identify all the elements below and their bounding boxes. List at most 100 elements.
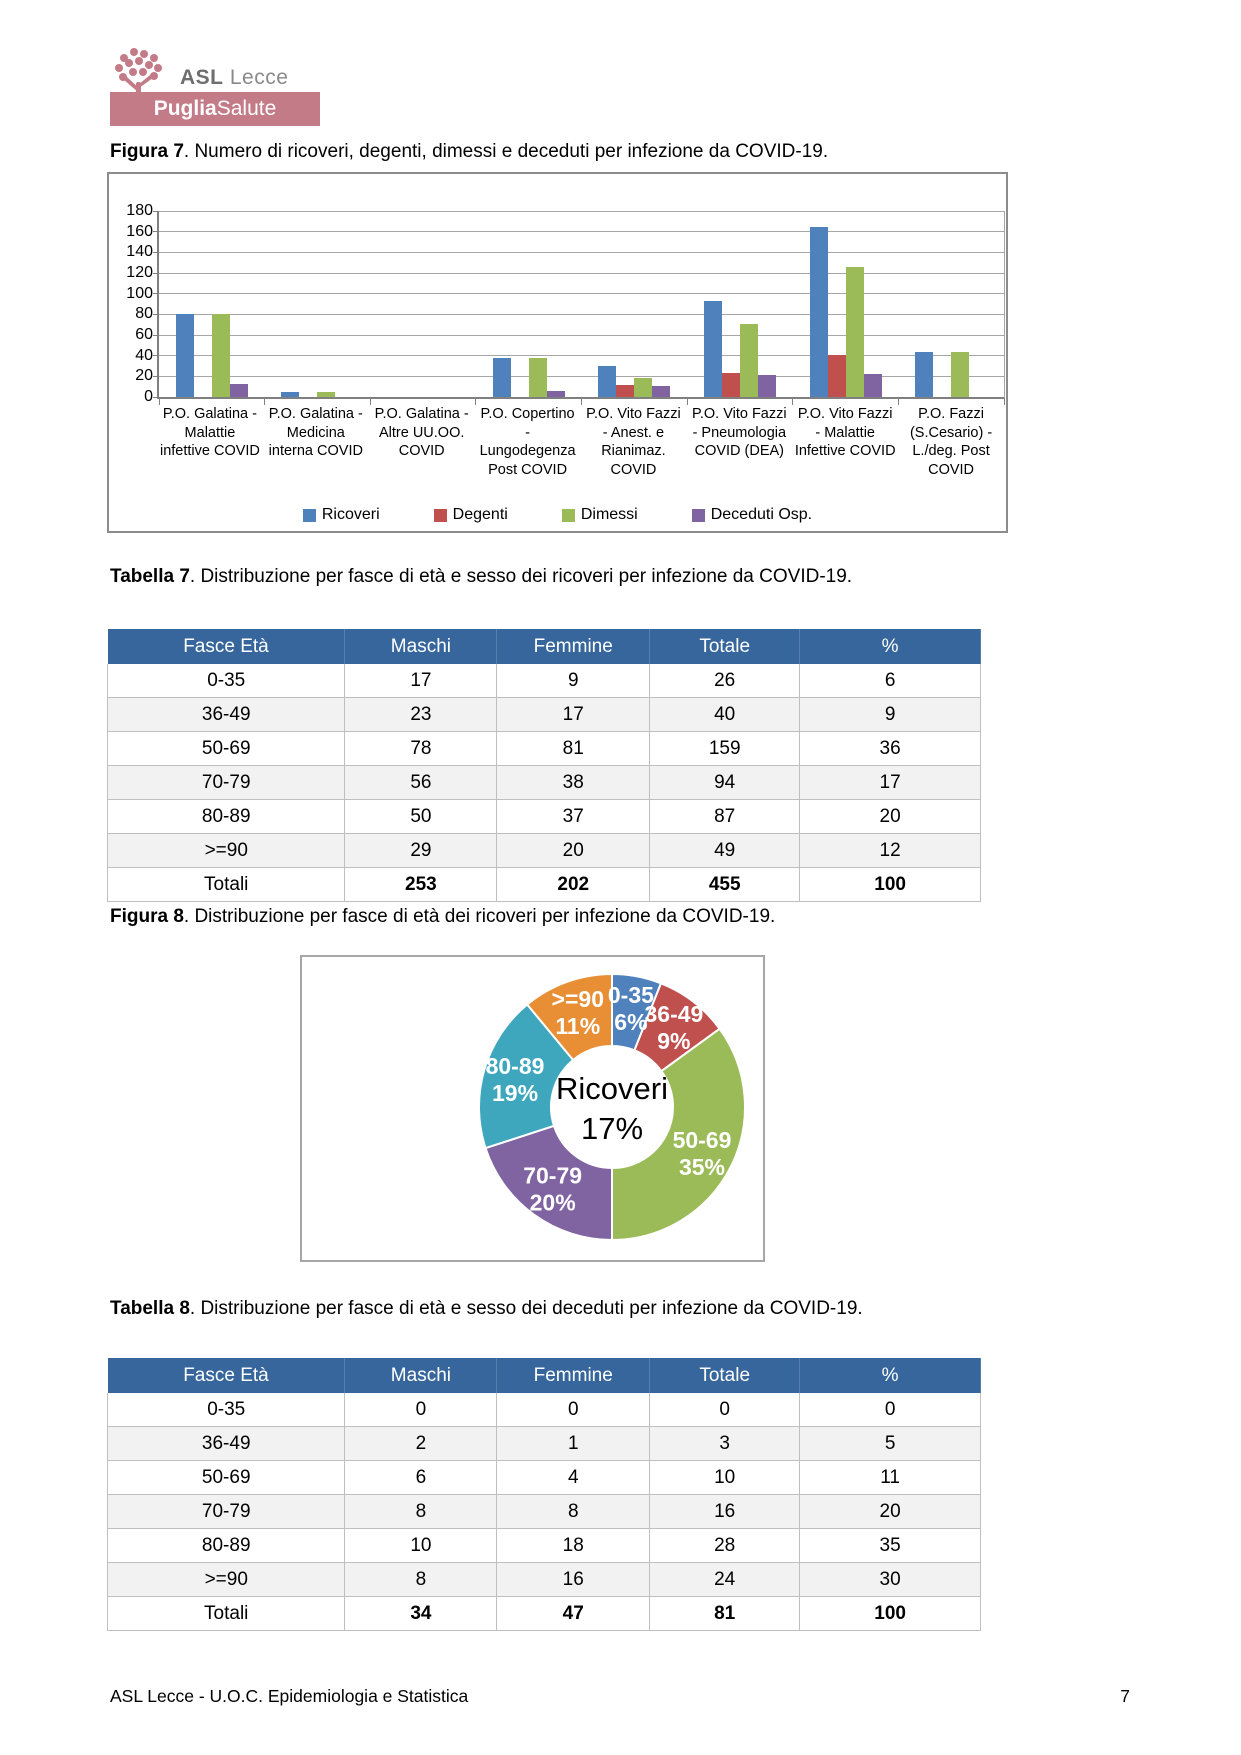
category-label: P.O. Galatina - Altre UU.OO. COVID — [374, 406, 469, 460]
legend-swatch — [302, 508, 316, 522]
table-cell: 70-79 — [106, 1494, 346, 1529]
table-row: 36-49 2 1 3 5 — [106, 1426, 981, 1461]
table-row: 36-49 23 17 40 9 — [106, 697, 981, 732]
table-cell: 16 — [649, 1494, 801, 1529]
logo-org-name: ASL Lecce — [180, 66, 289, 89]
y-axis-tick-label: 60 — [135, 326, 153, 343]
table-cell: 87 — [649, 799, 801, 834]
table-row: >=90 8 16 24 30 — [106, 1562, 981, 1597]
table-cell: 12 — [799, 833, 981, 868]
table-cell: 8 — [344, 1562, 498, 1597]
table-cell: 17 — [496, 697, 651, 732]
table-cell: 50-69 — [106, 1460, 346, 1495]
table-cell: >=90 — [106, 1562, 346, 1597]
y-axis-tick-label: 120 — [126, 264, 153, 281]
donut-slice-label: 70-79 20% — [523, 1163, 582, 1216]
table-cell: 94 — [649, 765, 801, 800]
table-total-row: Totali 34 47 81 100 — [106, 1596, 981, 1631]
x-axis-tick — [686, 399, 688, 405]
donut-slice-50-69 — [611, 1027, 746, 1242]
bar-ricoveri — [915, 351, 934, 397]
column-header: Totale — [649, 629, 801, 664]
table-cell: 30 — [799, 1562, 981, 1597]
tree-icon — [115, 48, 162, 112]
bar-degenti — [721, 373, 740, 397]
table-header: Fasce Età Maschi Femmine Totale% — [107, 1358, 981, 1393]
gridline — [159, 334, 1004, 336]
gridline — [159, 313, 1004, 315]
table-cell: 0-35 — [106, 664, 346, 698]
legend-label: Degenti — [452, 506, 508, 523]
table-cell: 50-69 — [106, 731, 346, 766]
table-cell: 36-49 — [106, 697, 346, 732]
category-label: P.O. Galatina - Medicina interna COVID — [268, 406, 363, 460]
category-label: P.O. Copertino - Lungodegenza Post COVID — [479, 406, 576, 478]
table-cell: 2 — [344, 1426, 498, 1461]
x-axis-tick — [581, 399, 582, 405]
table-cell: 81 — [496, 731, 651, 766]
legend-swatch — [691, 508, 705, 522]
bar-degenti — [827, 354, 846, 397]
x-axis-tick — [897, 399, 899, 405]
column-header: Maschi — [344, 629, 498, 664]
table-row: 50-69 78 81 159 36 — [106, 731, 981, 766]
y-axis-tick — [153, 313, 159, 315]
table-cell: 455 — [649, 867, 801, 902]
bar-degenti — [616, 384, 635, 397]
tabella8-caption: Tabella 8. Distribuzione per fasce di et… — [110, 1298, 863, 1319]
figura8-donut-chart: 0-35 6% 36-49 9% 50-69 35% 70-79 20% 80-89 19% >=9… — [300, 955, 765, 1262]
donut-slice-70-79 — [484, 1124, 613, 1242]
figura8-caption: Figura 8. Distribuzione per fasce di età… — [110, 906, 776, 927]
table-cell: 16 — [496, 1562, 651, 1597]
table-cell: 9 — [496, 664, 651, 698]
table-header-row: Fasce Età Maschi Femmine Totale% — [107, 1358, 981, 1393]
table-cell: 37 — [496, 799, 651, 834]
table-cell: 11 — [799, 1460, 981, 1495]
pugliasalute-banner: PugliaSalute — [110, 92, 320, 126]
y-axis-tick-label: 140 — [126, 243, 153, 261]
donut-center-label: Ricoveri 17% — [556, 1071, 668, 1146]
table-cell: 34 — [344, 1596, 498, 1631]
table-row: 50-69 6 4 10 11 — [106, 1460, 981, 1495]
gridline — [159, 355, 1004, 357]
bar-ricoveri — [175, 314, 194, 397]
column-header: Fasce Età — [107, 629, 346, 664]
table-cell: 20 — [799, 1494, 981, 1529]
legend-label: Ricoveri — [321, 506, 380, 523]
legend-item: Deceduti Osp. — [691, 506, 812, 524]
category-label: P.O. Vito Fazzi - Malattie Infettive COV… — [794, 406, 896, 460]
table-cell: 0 — [649, 1393, 801, 1427]
y-axis-tick-label: 80 — [135, 305, 153, 323]
table-row: 0-35 0 0 0 0 — [106, 1393, 981, 1427]
table-cell: 9 — [799, 697, 981, 732]
table-cell: 8 — [496, 1494, 651, 1529]
table-cell: 1 — [496, 1426, 651, 1461]
footer-text: ASL Lecce - U.O.C. Epidemiologia e Stati… — [110, 1686, 469, 1706]
gridline — [159, 293, 1004, 295]
table-row: 80-89 10 18 28 35 — [106, 1528, 981, 1563]
y-axis-tick-label: 100 — [126, 284, 153, 302]
table-cell: 47 — [496, 1596, 651, 1631]
bar-deceduti-osp- — [229, 383, 248, 397]
legend-item: Degenti — [433, 506, 508, 524]
table-cell: 29 — [344, 833, 498, 868]
legend-item: Dimessi — [561, 506, 638, 524]
table-cell: 6 — [344, 1460, 498, 1495]
table-cell: 36-49 — [106, 1426, 346, 1461]
table-row: 0-35 17 9 26 6 — [106, 664, 981, 698]
table-cell: 20 — [799, 799, 981, 834]
table-cell: 100 — [799, 867, 981, 902]
logo-top-row: ASL Lecce — [110, 42, 320, 112]
table-cell: 0-35 — [106, 1393, 346, 1427]
table-cell: 253 — [344, 867, 498, 902]
table-cell: 24 — [649, 1562, 801, 1597]
figura7-bar-chart: 0 20 40 60 80 100 120 140 160 180 P.O. Galatina -… — [107, 172, 1008, 533]
bar-dimessi — [634, 378, 653, 397]
bar-chart-plot-area — [153, 210, 1005, 405]
y-axis-tick — [153, 375, 159, 377]
bar-ricoveri — [703, 300, 722, 397]
table-cell: 0 — [496, 1393, 651, 1427]
bar-dimessi — [317, 391, 336, 397]
tabella7-table: Fasce Età Maschi Femmine Totale% 0-35 17 9 26 6 3… — [106, 629, 981, 902]
table-cell: 5 — [799, 1426, 981, 1461]
